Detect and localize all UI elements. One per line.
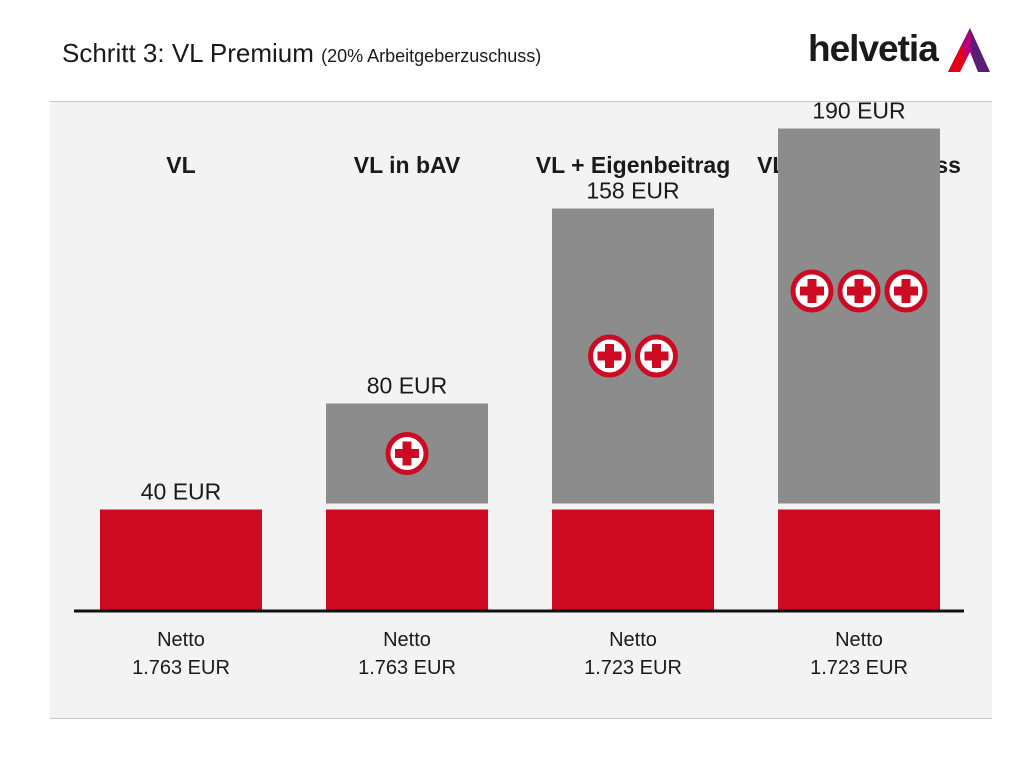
helvetia-logo: helvetia [808, 26, 994, 76]
column-heading: VL [166, 152, 195, 178]
bar-base-segment [778, 509, 940, 610]
plus-icon [385, 432, 429, 475]
bar-base-segment [326, 509, 488, 610]
plus-icon [635, 334, 678, 378]
plus-icon [588, 334, 631, 378]
netto-label: Netto [383, 629, 431, 651]
value-label: 158 EUR [586, 178, 679, 204]
logo-wordmark: helvetia [808, 28, 939, 69]
column-heading: VL in bAV [354, 152, 461, 178]
chart-panel: VL 40 EUR Netto 1.763 EUR VL in bAV 80 EUR Net… [50, 101, 992, 719]
value-label: 80 EUR [367, 373, 448, 399]
netto-value: 1.723 EUR [810, 657, 908, 679]
value-label: 190 EUR [812, 102, 905, 124]
bar-base-segment [100, 509, 262, 610]
logo-mark-icon [948, 28, 990, 72]
plus-icon [884, 269, 928, 313]
title-main: Schritt 3: VL Premium [62, 38, 314, 68]
title-subtitle: (20% Arbeitgeberzuschuss) [321, 46, 542, 66]
netto-label: Netto [835, 629, 883, 651]
bar-chart: VL 40 EUR Netto 1.763 EUR VL in bAV 80 EUR Net… [74, 102, 964, 679]
netto-label: Netto [609, 629, 657, 651]
plus-icon [837, 269, 881, 313]
plus-icon [790, 269, 834, 313]
column-heading: VL + Eigenbeitrag [536, 152, 731, 178]
netto-label: Netto [157, 629, 205, 651]
netto-value: 1.763 EUR [358, 657, 456, 679]
bar-extra-segment [778, 128, 940, 504]
page-title: Schritt 3: VL Premium (20% Arbeitgeberzu… [62, 38, 541, 69]
bar-extra-segment [552, 208, 714, 504]
netto-value: 1.723 EUR [584, 657, 682, 679]
bar-base-segment [552, 509, 714, 610]
value-label: 40 EUR [141, 479, 222, 505]
netto-value: 1.763 EUR [132, 657, 230, 679]
